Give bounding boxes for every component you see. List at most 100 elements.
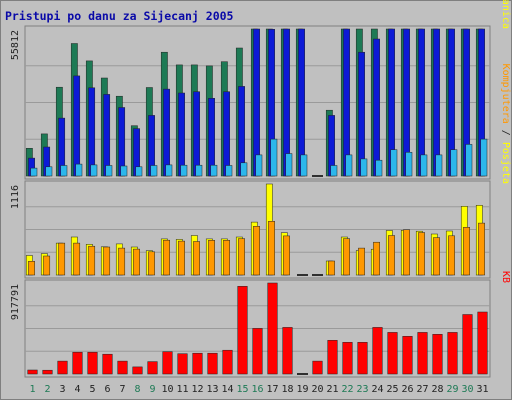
- bar-stranica-day-8: [135, 166, 143, 177]
- x-tick-label-23: 23: [356, 384, 368, 395]
- bar-stranica-day-12: [195, 164, 203, 177]
- x-tick-label-13: 13: [206, 384, 218, 395]
- bar-stranica-day-26: [405, 152, 413, 177]
- bar-datoteka-day-7: [118, 107, 126, 177]
- x-tick-label-24: 24: [371, 384, 383, 395]
- bar-kompjutera-day-27: [418, 232, 425, 276]
- bar-kb-day-4: [72, 351, 83, 375]
- x-tick-label-20: 20: [311, 384, 323, 395]
- bar-kb-day-2: [42, 369, 53, 375]
- bar-kb-day-8: [132, 366, 143, 375]
- bar-kompjutera-day-14: [223, 240, 230, 276]
- bar-kb-day-12: [192, 352, 203, 375]
- legend-kompjutera: Kompjutera: [500, 64, 511, 124]
- bar-datoteka-day-5: [88, 87, 96, 177]
- bar-kompjutera-day-4: [73, 242, 81, 276]
- x-tick-label-10: 10: [161, 384, 173, 395]
- bar-kompjutera-day-21: [328, 260, 335, 276]
- bar-datoteka-day-11: [178, 92, 185, 177]
- bar-stranica-day-27: [420, 154, 428, 177]
- bar-stranica-day-29: [450, 149, 458, 177]
- bar-kb-day-7: [117, 360, 128, 375]
- bar-kb-day-26: [402, 336, 413, 375]
- bar-stranica-day-23: [360, 158, 368, 177]
- x-tick-label-19: 19: [296, 384, 308, 395]
- bar-kb-day-22: [342, 342, 353, 375]
- bar-kb-day-23: [357, 342, 368, 375]
- bar-kb-day-28: [432, 334, 443, 375]
- bar-kompjutera-day-5: [88, 245, 96, 276]
- bar-kompjutera-day-29: [448, 235, 455, 276]
- bar-stranica-day-16: [255, 154, 263, 177]
- x-tick-label-12: 12: [191, 384, 203, 395]
- bar-kb-day-27: [417, 332, 428, 375]
- bar-stranica-day-3: [60, 165, 68, 177]
- chart-panels: 55812 Pristupa / Datoteka / Stranica 1116 K…: [10, 0, 511, 378]
- bar-kompjutera-day-9: [148, 251, 155, 276]
- bar-kb-day-29: [447, 332, 458, 375]
- legend-posjeta: Posjeta: [500, 142, 511, 184]
- bar-datoteka-day-14: [223, 91, 230, 177]
- bar-kompjutera-day-30: [463, 227, 470, 276]
- legend-stranica: Stranica: [500, 0, 511, 29]
- bar-kompjutera-day-3: [58, 242, 66, 276]
- x-tick-label-15: 15: [236, 384, 248, 395]
- x-tick-label-1: 1: [29, 384, 35, 395]
- bar-kb-day-9: [147, 361, 158, 375]
- x-tick-label-31: 31: [476, 384, 488, 395]
- bar-stranica-day-18: [285, 153, 293, 177]
- bar-datoteka-day-10: [163, 88, 170, 177]
- x-tick-label-25: 25: [386, 384, 398, 395]
- bar-stranica-day-15: [240, 162, 248, 177]
- bar-kompjutera-day-15: [238, 238, 245, 276]
- x-tick-label-22: 22: [341, 384, 353, 395]
- bar-datoteka-day-12: [193, 91, 200, 177]
- bar-kb-day-15: [237, 286, 248, 375]
- bar-stranica-day-24: [375, 159, 383, 177]
- bar-datoteka-day-24: [373, 38, 380, 177]
- bar-kb-day-17: [267, 282, 278, 375]
- bar-stranica-day-17: [270, 138, 278, 177]
- bar-stranica-day-19: [300, 154, 308, 177]
- x-tick-label-17: 17: [266, 384, 278, 395]
- bar-kompjutera-day-18: [283, 235, 290, 276]
- bar-stranica-day-30: [465, 144, 473, 177]
- bar-stranica-day-14: [225, 165, 233, 177]
- bar-kompjutera-day-12: [193, 241, 200, 276]
- traffic-panel-series-labels: KB: [500, 271, 511, 283]
- bar-stranica-day-9: [150, 165, 158, 177]
- bar-stranica-day-28: [435, 154, 443, 177]
- bar-kb-day-31: [477, 311, 488, 375]
- bar-stranica-day-2: [45, 166, 53, 177]
- bar-kb-day-10: [162, 351, 173, 375]
- bar-datoteka-day-16: [253, 28, 260, 177]
- x-tick-label-11: 11: [176, 384, 188, 395]
- bar-kb-day-14: [222, 349, 233, 375]
- bar-kompjutera-day-10: [163, 239, 170, 276]
- bar-stranica-day-11: [180, 164, 188, 177]
- x-tick-label-30: 30: [461, 384, 473, 395]
- bar-kb-day-1: [27, 369, 38, 375]
- visits-panel: 55812 Pristupa / Datoteka / Stranica: [10, 0, 511, 180]
- bar-kompjutera-day-31: [478, 222, 485, 276]
- visits-panel-max-label: 55812: [10, 30, 21, 60]
- x-axis: 1 2 3 4 5 6 7 8 9 10 11 12 13 14 15 16 17 18 19 20 21 22 23 24 2…: [29, 384, 488, 395]
- bar-kompjutera-day-7: [118, 247, 126, 276]
- bar-kompjutera-day-1: [28, 261, 35, 276]
- bar-stranica-day-13: [210, 164, 218, 177]
- bar-kb-day-25: [387, 332, 398, 375]
- bar-kompjutera-day-2: [43, 255, 51, 276]
- x-tick-label-6: 6: [104, 384, 110, 395]
- bar-datoteka-day-19: [298, 28, 305, 177]
- bar-stranica-day-6: [105, 165, 113, 177]
- visitors-panel-series-labels: Kompjutera / Posjeta: [500, 64, 511, 184]
- x-tick-label-28: 28: [431, 384, 443, 395]
- bar-kompjutera-day-28: [433, 237, 440, 276]
- x-tick-label-4: 4: [74, 384, 80, 395]
- bar-datoteka-day-13: [208, 98, 215, 177]
- chart-title: Pristupi po danu za Sijecanj 2005: [5, 9, 234, 23]
- bar-datoteka-day-28: [433, 28, 440, 177]
- x-tick-label-26: 26: [401, 384, 413, 395]
- bar-datoteka-day-4: [73, 75, 81, 177]
